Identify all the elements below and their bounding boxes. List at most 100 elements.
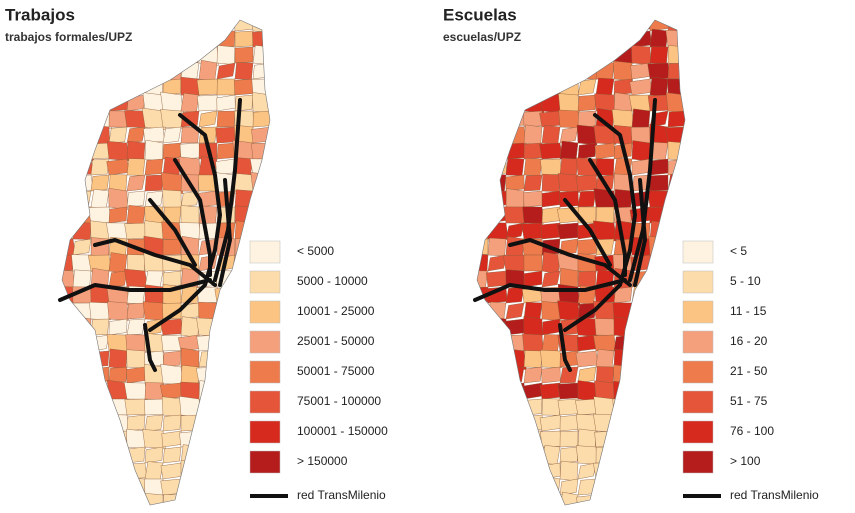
upz-zone	[631, 108, 651, 130]
legend-label: > 100	[730, 454, 761, 468]
upz-zone	[90, 286, 110, 304]
upz-zone	[90, 44, 110, 66]
legend-label: 11 - 15	[730, 304, 767, 318]
upz-zone	[649, 284, 669, 306]
upz-zone	[108, 478, 128, 496]
upz-zone	[648, 332, 670, 354]
upz-zone	[577, 20, 597, 35]
upz-zone	[487, 190, 507, 208]
upz-zone	[161, 30, 183, 48]
upz-zone	[180, 92, 200, 114]
upz-zone	[251, 142, 270, 160]
upz-zone	[631, 477, 651, 497]
upz-zone	[540, 349, 562, 369]
upz-zone	[477, 381, 489, 401]
upz-zone	[521, 20, 545, 32]
upz-zone	[62, 318, 74, 336]
upz-zone	[216, 366, 236, 384]
choropleth	[477, 20, 704, 505]
legend-swatch	[249, 390, 281, 414]
upz-zone	[505, 158, 525, 176]
upz-zone	[90, 398, 110, 416]
upz-zone	[271, 45, 289, 66]
upz-zone	[504, 78, 526, 96]
upz-zone	[106, 158, 130, 176]
upz-zone	[667, 110, 685, 128]
upz-zone	[522, 206, 544, 224]
upz-zone	[486, 398, 508, 416]
upz-zone	[487, 476, 507, 498]
upz-zone	[577, 190, 597, 208]
upz-zone	[505, 222, 525, 240]
upz-zone	[90, 334, 110, 352]
transmilenio-line	[143, 323, 157, 372]
upz-zone	[477, 462, 489, 480]
upz-zone	[593, 334, 617, 352]
upz-zone	[62, 222, 75, 240]
upz-zone	[216, 62, 236, 80]
upz-zone	[505, 62, 525, 80]
upz-zone	[124, 398, 148, 416]
transmilenio-line	[588, 158, 627, 277]
upz-zone	[577, 142, 597, 160]
upz-zone	[665, 92, 685, 114]
upz-zone	[487, 46, 507, 64]
upz-zone	[126, 140, 146, 162]
upz-zone	[216, 94, 236, 112]
upz-zone	[523, 494, 543, 505]
map-subtitle: escuelas/UPZ	[443, 30, 521, 44]
upz-zone	[667, 189, 685, 209]
upz-zone	[216, 45, 236, 65]
upz-zone	[62, 110, 74, 128]
legend-label: 50001 - 75000	[297, 364, 375, 378]
upz-zone	[577, 366, 597, 384]
upz-zone	[90, 413, 110, 433]
upz-zone	[612, 478, 634, 496]
upz-zone	[271, 479, 289, 496]
upz-zone	[271, 191, 289, 207]
upz-zone	[559, 140, 579, 162]
upz-zone	[178, 20, 202, 32]
upz-zone	[505, 414, 525, 432]
upz-zone	[558, 109, 580, 129]
upz-zone	[523, 366, 543, 384]
legend-label: 75001 - 100000	[297, 394, 381, 408]
upz-zone	[62, 46, 74, 64]
upz-zone	[477, 478, 489, 496]
upz-zone	[108, 318, 128, 336]
upz-zone	[70, 363, 94, 387]
upz-zone	[477, 429, 489, 449]
upz-zone	[126, 446, 146, 464]
upz-zone	[539, 142, 563, 160]
upz-zone	[505, 398, 525, 416]
upz-zone	[648, 206, 670, 224]
upz-zone	[62, 382, 74, 400]
upz-zone	[595, 446, 615, 464]
upz-zone	[269, 20, 270, 32]
legend-swatch	[682, 450, 714, 474]
upz-zone	[631, 429, 651, 449]
upz-zone	[686, 95, 704, 111]
upz-zone	[88, 493, 112, 505]
upz-zone	[559, 478, 579, 496]
map-outline	[61, 19, 271, 506]
upz-zone	[540, 158, 562, 176]
upz-zone	[477, 44, 489, 66]
upz-zone	[541, 301, 561, 321]
upz-zone	[649, 429, 669, 449]
upz-zone	[477, 366, 491, 384]
upz-zone	[62, 334, 76, 352]
upz-zone	[667, 158, 685, 176]
upz-zone	[631, 45, 651, 65]
upz-zone	[180, 205, 200, 225]
upz-zone	[541, 251, 561, 275]
upz-zone	[577, 110, 597, 128]
upz-zone	[595, 348, 615, 370]
upz-zone	[252, 222, 270, 240]
upz-zone	[271, 95, 289, 111]
upz-zone	[160, 109, 184, 129]
upz-zone	[628, 381, 654, 401]
upz-zone	[559, 46, 579, 64]
upz-zone	[72, 59, 92, 83]
upz-zone	[160, 172, 184, 194]
